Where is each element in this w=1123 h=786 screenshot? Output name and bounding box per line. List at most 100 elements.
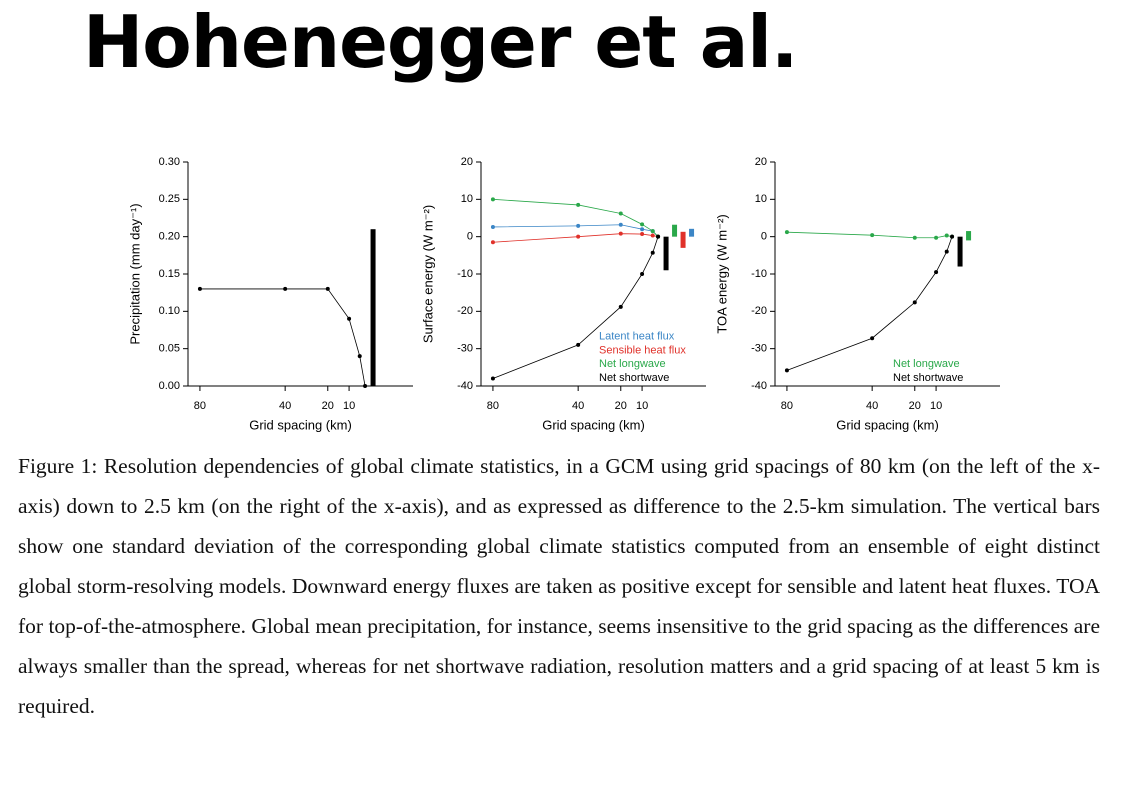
- data-point: [618, 211, 623, 216]
- y-tick-label: 0.25: [159, 193, 180, 205]
- series-line: [786, 236, 953, 371]
- data-point: [347, 316, 352, 321]
- y-tick-label: 20: [461, 156, 473, 168]
- data-point: [944, 249, 949, 254]
- x-tick-label: 10: [930, 400, 942, 412]
- x-tick-label: 80: [781, 400, 793, 412]
- legend-entry: Net shortwave: [893, 372, 963, 384]
- data-point: [325, 286, 330, 291]
- spread-bar: [663, 236, 669, 271]
- data-point: [490, 224, 495, 229]
- data-point: [650, 233, 655, 238]
- data-point: [640, 232, 645, 237]
- data-point: [640, 222, 645, 227]
- y-axis-label: Surface energy (W m⁻²): [420, 205, 435, 343]
- x-tick-label: 40: [279, 400, 291, 412]
- y-tick-label: -10: [457, 268, 473, 280]
- series-line: [492, 224, 659, 237]
- x-tick-label: 20: [909, 400, 921, 412]
- legend-entry: Latent heat flux: [599, 331, 675, 343]
- legend-entry: Net longwave: [893, 358, 960, 370]
- y-tick-label: 0: [761, 231, 767, 243]
- caption: Figure 1: Resolution dependencies of glo…: [18, 454, 1100, 718]
- data-point: [912, 235, 917, 240]
- data-point: [576, 342, 581, 347]
- data-point: [870, 233, 875, 238]
- data-point: [650, 250, 655, 255]
- data-point: [576, 223, 581, 228]
- legend-entry: Sensible heat flux: [599, 344, 686, 356]
- legend-entry: Net longwave: [599, 358, 666, 370]
- figure: 0.00 0.05 0.10 0.15 0.20 0.25 0.30 80 40 20 10 Grid…: [127, 156, 1000, 432]
- y-tick-label: 0.30: [159, 156, 180, 168]
- data-point: [197, 286, 202, 291]
- y-tick-label: -20: [457, 305, 473, 317]
- data-point: [650, 229, 655, 234]
- data-point: [656, 234, 661, 239]
- x-tick-label: 20: [615, 400, 627, 412]
- spread-bar: [672, 224, 678, 237]
- data-point: [618, 231, 623, 236]
- y-tick-label: -40: [457, 380, 473, 392]
- y-tick-label: 0.00: [159, 380, 180, 392]
- data-point: [357, 354, 362, 359]
- data-point: [363, 384, 368, 388]
- data-point: [618, 222, 623, 227]
- x-tick-label: 40: [866, 400, 878, 412]
- data-point: [640, 272, 645, 276]
- y-tick-label: -20: [751, 305, 767, 317]
- slide-title: Hohenegger et al.: [83, 0, 798, 84]
- x-tick-label: 20: [322, 400, 334, 412]
- series-line: [786, 231, 953, 239]
- x-axis-label: Grid spacing (km): [249, 417, 352, 432]
- data-point: [950, 234, 955, 239]
- data-point: [640, 227, 645, 232]
- series-line: [492, 198, 659, 237]
- y-axis-label: Precipitation (mm day⁻¹): [127, 203, 142, 344]
- data-point: [490, 376, 495, 381]
- y-tick-label: -30: [751, 343, 767, 355]
- data-point: [934, 270, 939, 275]
- x-axis-label: Grid spacing (km): [836, 417, 939, 432]
- y-tick-label: 0.20: [159, 231, 180, 243]
- x-tick-label: 80: [194, 400, 206, 412]
- y-tick-label: 0.05: [159, 343, 180, 355]
- data-point: [784, 230, 789, 235]
- y-tick-label: 20: [755, 156, 767, 168]
- data-point: [870, 336, 875, 341]
- y-tick-label: 10: [755, 193, 767, 205]
- spread-bar: [370, 229, 376, 386]
- spread-bar: [957, 236, 963, 267]
- spread-bar: [680, 231, 686, 248]
- series-line: [492, 233, 659, 243]
- y-tick-label: -40: [751, 380, 767, 392]
- x-tick-label: 10: [343, 400, 355, 412]
- spread-bar: [966, 231, 972, 241]
- x-tick-label: 80: [487, 400, 499, 412]
- spread-bar: [689, 228, 695, 237]
- y-tick-label: 10: [461, 193, 473, 205]
- y-tick-label: -10: [751, 268, 767, 280]
- data-point: [912, 300, 917, 305]
- series-line: [492, 236, 659, 379]
- series-line: [199, 288, 366, 387]
- data-point: [944, 233, 949, 238]
- data-point: [576, 234, 581, 239]
- y-tick-label: -30: [457, 343, 473, 355]
- x-tick-label: 40: [572, 400, 584, 412]
- y-tick-label: 0.15: [159, 268, 180, 280]
- data-point: [490, 240, 495, 245]
- data-point: [618, 304, 623, 309]
- legend-entry: Net shortwave: [599, 372, 669, 384]
- data-point: [490, 197, 495, 202]
- data-point: [784, 368, 789, 373]
- y-tick-label: 0: [467, 231, 473, 243]
- x-tick-label: 10: [636, 400, 648, 412]
- y-axis-label: TOA energy (W m⁻²): [714, 214, 729, 333]
- data-point: [283, 286, 288, 291]
- x-axis-label: Grid spacing (km): [542, 417, 645, 432]
- y-tick-label: 0.10: [159, 305, 180, 317]
- data-point: [934, 235, 939, 240]
- data-point: [576, 202, 581, 207]
